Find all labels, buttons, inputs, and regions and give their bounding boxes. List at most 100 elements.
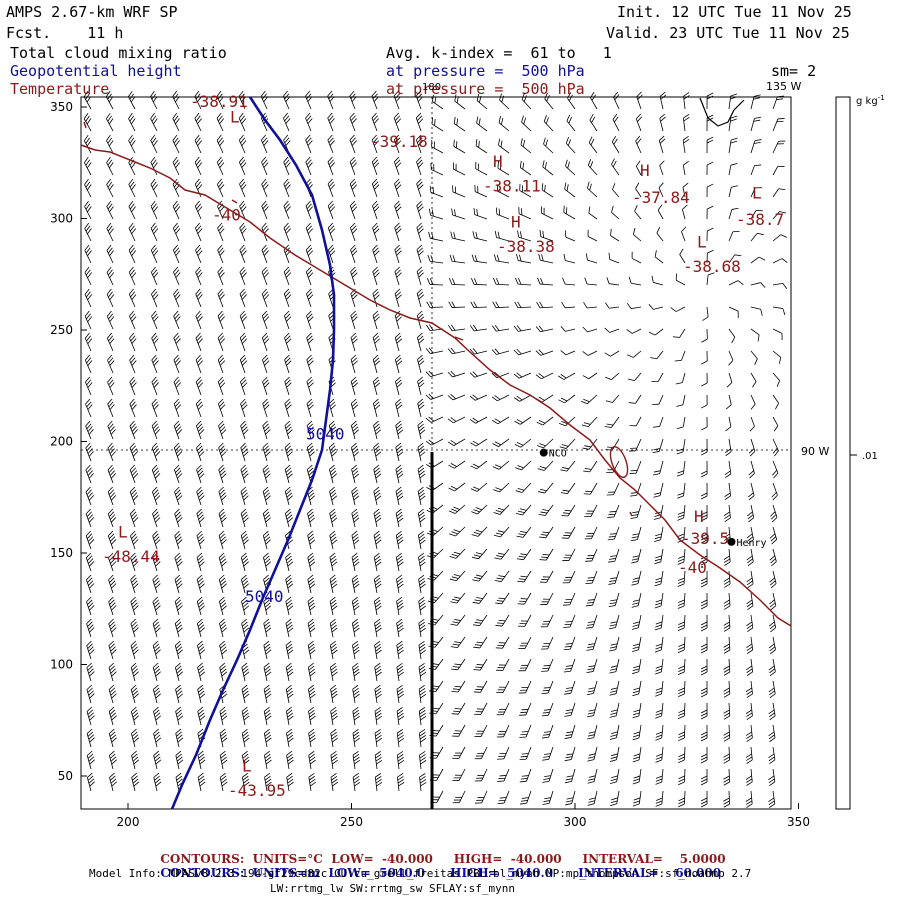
wind-barb <box>474 746 488 760</box>
wind-barb <box>129 486 139 506</box>
wind-barb <box>678 724 686 742</box>
wind-barb <box>632 724 642 741</box>
wind-barb <box>772 306 786 316</box>
wind-barb <box>308 772 316 792</box>
wind-barb <box>561 504 576 517</box>
wind-barb <box>700 592 708 610</box>
wind-barb <box>746 614 754 633</box>
wind-barb <box>536 301 554 309</box>
wind-barb <box>372 266 380 286</box>
wind-barb <box>128 112 136 132</box>
wind-barb <box>131 728 140 748</box>
wind-barb <box>173 332 181 352</box>
temperature-label: -40 <box>212 206 241 225</box>
wind-barb <box>395 376 403 396</box>
wind-barb <box>418 596 426 616</box>
wind-barb <box>283 156 291 176</box>
wind-barb <box>307 508 316 528</box>
wind-barb <box>604 416 620 428</box>
wind-barb <box>540 636 554 650</box>
wind-barb <box>417 464 426 484</box>
wind-barb <box>194 134 203 154</box>
wind-barb <box>723 680 731 698</box>
wind-barb <box>563 205 576 220</box>
wind-barb <box>745 702 753 720</box>
wind-barb <box>613 91 620 110</box>
wind-barb <box>432 94 444 110</box>
wind-barb <box>150 178 158 198</box>
wind-barb <box>565 137 576 154</box>
wind-barb <box>85 420 94 440</box>
temperature-label: L <box>230 108 240 127</box>
wind-barb <box>350 420 359 440</box>
wind-barb <box>514 301 532 309</box>
wind-barb <box>745 790 753 808</box>
wind-barb <box>418 618 426 638</box>
wind-barb <box>284 376 292 396</box>
wind-barb <box>284 486 293 506</box>
wind-barb <box>586 702 598 718</box>
wind-barb <box>106 134 114 154</box>
wind-barb <box>306 420 315 440</box>
wind-barb <box>107 398 115 418</box>
wind-barb <box>216 90 224 110</box>
lon-label-180: 180 <box>422 82 441 93</box>
wind-barb <box>587 768 598 784</box>
wind-barb <box>447 394 466 401</box>
wind-barb <box>700 482 708 500</box>
wind-barb <box>150 90 158 110</box>
wind-barb <box>474 724 488 737</box>
wind-barb <box>770 504 778 523</box>
wind-barb <box>216 134 225 154</box>
wind-barb <box>350 354 358 374</box>
wind-barb <box>175 662 184 682</box>
wind-barb <box>513 325 532 332</box>
wind-barb <box>241 684 250 704</box>
wind-barb <box>725 416 732 432</box>
wind-barb <box>150 244 159 264</box>
wind-barb <box>495 207 510 220</box>
wind-barb <box>83 112 92 132</box>
wind-barb <box>724 438 732 457</box>
wind-barb <box>239 266 247 286</box>
wind-barb <box>724 482 732 500</box>
wind-barb <box>284 464 293 484</box>
wind-barb <box>539 229 554 242</box>
wind-barb <box>108 640 117 660</box>
wind-barb <box>153 728 162 748</box>
wind-barb <box>217 310 225 330</box>
init-time: Init. 12 UTC Tue 11 Nov 25 <box>617 3 852 21</box>
wind-barb <box>173 310 181 330</box>
wind-barb <box>306 398 314 418</box>
wind-barb <box>416 332 425 352</box>
wind-barb <box>768 658 776 677</box>
wind-barb <box>285 662 294 682</box>
wind-barb <box>474 184 488 198</box>
wind-barb <box>196 552 205 572</box>
wind-barb <box>286 750 294 770</box>
wind-barb <box>651 275 664 286</box>
wind-barb <box>635 182 642 198</box>
k-index-average: Avg. k-index = 61 to 1 <box>386 44 612 62</box>
wind-barb <box>174 596 183 616</box>
wind-barb <box>728 306 739 318</box>
wind-barb <box>351 574 360 594</box>
wind-barb <box>395 398 403 418</box>
wind-barb <box>627 372 642 382</box>
wind-barb <box>217 332 226 352</box>
wind-barb <box>351 552 360 572</box>
wind-barb <box>240 464 249 484</box>
wind-barb <box>518 614 532 627</box>
wind-barb <box>151 288 159 308</box>
wind-barb <box>426 278 444 286</box>
wind-barb <box>218 398 226 418</box>
wind-barb <box>307 530 316 550</box>
wind-barb <box>542 160 554 176</box>
wind-barb <box>425 438 444 446</box>
wind-barb <box>241 662 250 682</box>
wind-barb <box>723 702 731 720</box>
wind-barb <box>750 139 762 154</box>
wind-barb <box>768 680 776 699</box>
wind-barb <box>197 662 206 682</box>
wind-barb <box>372 244 380 264</box>
